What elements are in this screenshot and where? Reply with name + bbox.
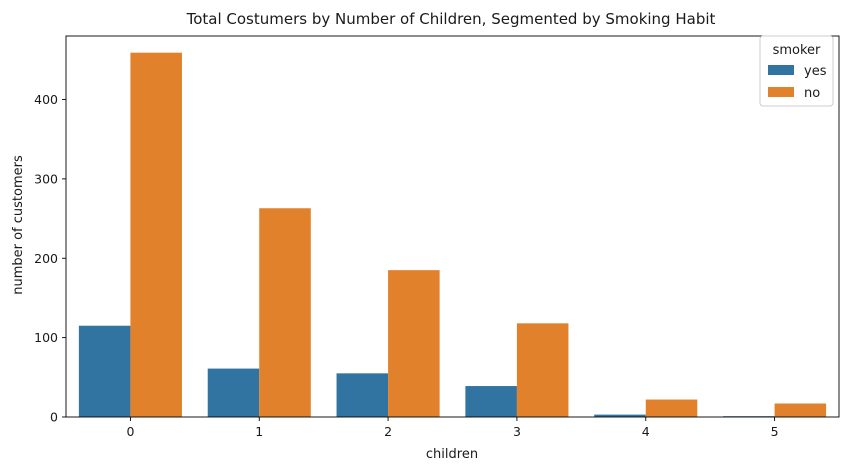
x-tick-label-2: 2 [384,424,392,439]
x-tick-label-3: 3 [513,424,521,439]
x-axis-label: children [426,447,478,462]
x-tick-label-1: 1 [255,424,263,439]
y-tick-label-200: 200 [34,251,58,266]
plot-area: 0 1 2 3 4 5 0 100 200 300 400 [34,35,840,439]
legend-label-no: no [804,86,820,101]
x-tick-label-5: 5 [771,424,779,439]
bar-yes-4 [594,414,646,417]
legend-title: smoker [773,43,821,58]
bar-no-2 [388,270,440,417]
y-axis-label: number of customers [11,155,26,295]
legend-label-yes: yes [804,64,827,79]
y-tick-label-300: 300 [34,171,58,186]
bar-no-5 [774,403,827,417]
plot-frame [65,35,840,418]
x-tick-label-0: 0 [126,424,134,439]
y-tick-label-100: 100 [34,330,58,345]
chart-title: Total Costumers by Number of Children, S… [186,10,716,28]
bar-yes-1 [207,368,260,417]
bar-no-0 [130,52,182,417]
bar-no-4 [645,399,698,417]
bar-no-3 [516,323,569,417]
bar-yes-2 [336,373,389,417]
legend: smoker yes no [759,35,834,107]
y-tick-label-400: 400 [34,92,58,107]
y-tick-label-0: 0 [50,410,58,425]
legend-swatch-no [768,87,794,97]
bar-no-1 [259,208,311,417]
bar-yes-0 [78,325,131,417]
bar-yes-3 [465,386,517,417]
x-tick-label-4: 4 [642,424,650,439]
legend-swatch-yes [768,65,794,75]
